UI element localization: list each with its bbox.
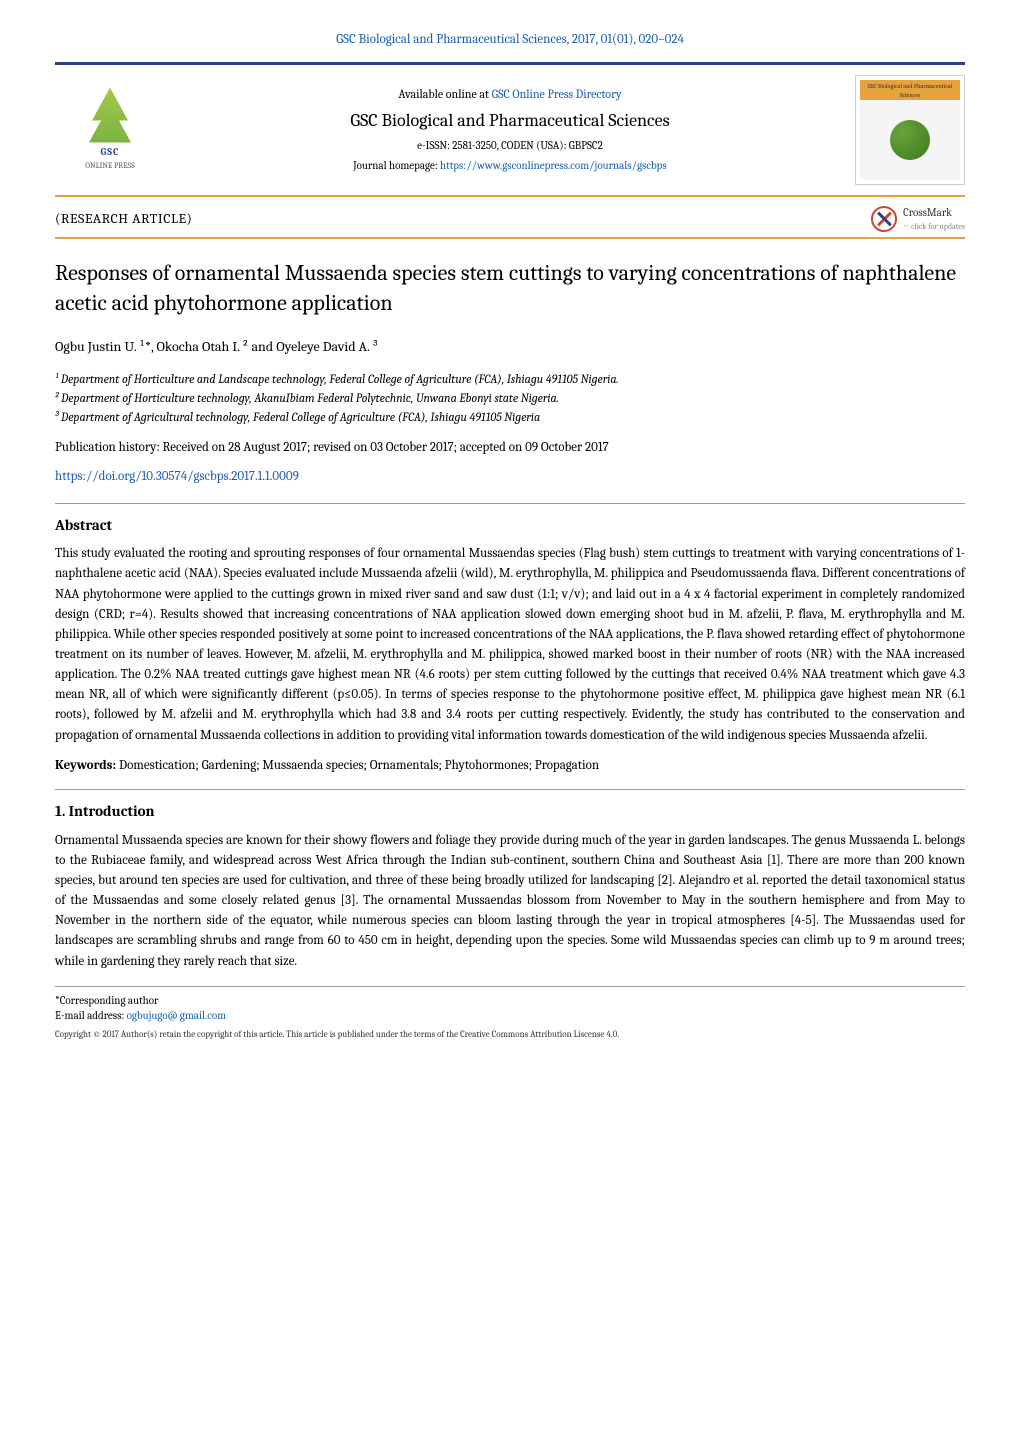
copyright-line: Copyright © 2017 Author(s) retain the co… — [55, 1029, 965, 1043]
publisher-logo-sub: ONLINE PRESS — [85, 160, 134, 172]
header-center: Available online at GSC Online Press Dir… — [165, 85, 855, 175]
publisher-logo-text: GSC — [100, 145, 119, 160]
affiliation-1: ¹ Department of Horticulture and Landsca… — [55, 371, 965, 388]
homepage-line: Journal homepage: https://www.gsconlinep… — [185, 158, 835, 175]
keywords-line: Keywords: Domestication; Gardening; Muss… — [55, 756, 965, 776]
publisher-logo: GSC ONLINE PRESS — [55, 75, 165, 185]
crossmark-label: CrossMark — [903, 205, 965, 222]
authors-line: Ogbu Justin U. ¹*, Okocha Otah I. ² and … — [55, 336, 965, 357]
introduction-body: Ornamental Mussaenda species are known f… — [55, 831, 965, 972]
journal-citation-top: GSC Biological and Pharmaceutical Scienc… — [55, 30, 965, 50]
keywords-text: Domestication; Gardening; Mussaenda spec… — [116, 758, 599, 773]
article-type-label: (RESEARCH ARTICLE) — [55, 208, 192, 229]
homepage-prefix: Journal homepage: — [353, 159, 440, 172]
abstract-heading: Abstract — [55, 514, 965, 537]
article-type-row: (RESEARCH ARTICLE) CrossMark ← click for… — [55, 205, 965, 240]
directory-link[interactable]: GSC Online Press Directory — [492, 87, 622, 101]
footer-divider — [55, 986, 965, 987]
introduction-heading: 1. Introduction — [55, 800, 965, 823]
eissn-coden: e-ISSN: 2581-3250, CODEN (USA): GBPSC2 — [185, 138, 835, 155]
abstract-body: This study evaluated the rooting and spr… — [55, 544, 965, 745]
crossmark-sub: ← click for updates — [903, 221, 965, 233]
crossmark-icon — [871, 206, 897, 232]
cover-header: GSC Biological and Pharmaceutical Scienc… — [860, 80, 960, 100]
journal-cover-logo: GSC Biological and Pharmaceutical Scienc… — [855, 75, 965, 185]
cover-mid — [860, 100, 960, 180]
journal-name: GSC Biological and Pharmaceutical Scienc… — [185, 107, 835, 134]
affiliation-2: ² Department of Horticulture technology,… — [55, 390, 965, 407]
available-prefix: Available online at — [398, 87, 491, 101]
corresponding-author: *Corresponding author E-mail address: og… — [55, 993, 965, 1024]
corr-email-line: E-mail address: ogbujugo@ gmail.com — [55, 1008, 965, 1023]
corr-email[interactable]: ogbujugo@ gmail.com — [127, 1009, 226, 1022]
keywords-label: Keywords: — [55, 758, 116, 773]
tree-icon — [80, 88, 140, 143]
crossmark-badge[interactable]: CrossMark ← click for updates — [871, 205, 965, 234]
homepage-link[interactable]: https://www.gsconlinepress.com/journals/… — [440, 159, 667, 172]
affiliations: ¹ Department of Horticulture and Landsca… — [55, 371, 965, 425]
publication-history: Publication history: Received on 28 Augu… — [55, 438, 965, 458]
email-label: E-mail address: — [55, 1009, 127, 1022]
affiliation-3: ³ Department of Agricultural technology,… — [55, 409, 965, 426]
divider-2 — [55, 789, 965, 790]
globe-icon — [890, 120, 930, 160]
divider — [55, 503, 965, 504]
journal-header: GSC ONLINE PRESS Available online at GSC… — [55, 62, 965, 197]
available-online-line: Available online at GSC Online Press Dir… — [185, 85, 835, 103]
article-title: Responses of ornamental Mussaenda specie… — [55, 259, 965, 318]
corr-label: *Corresponding author — [55, 993, 965, 1008]
doi-link[interactable]: https://doi.org/10.30574/gscbps.2017.1.1… — [55, 467, 965, 487]
